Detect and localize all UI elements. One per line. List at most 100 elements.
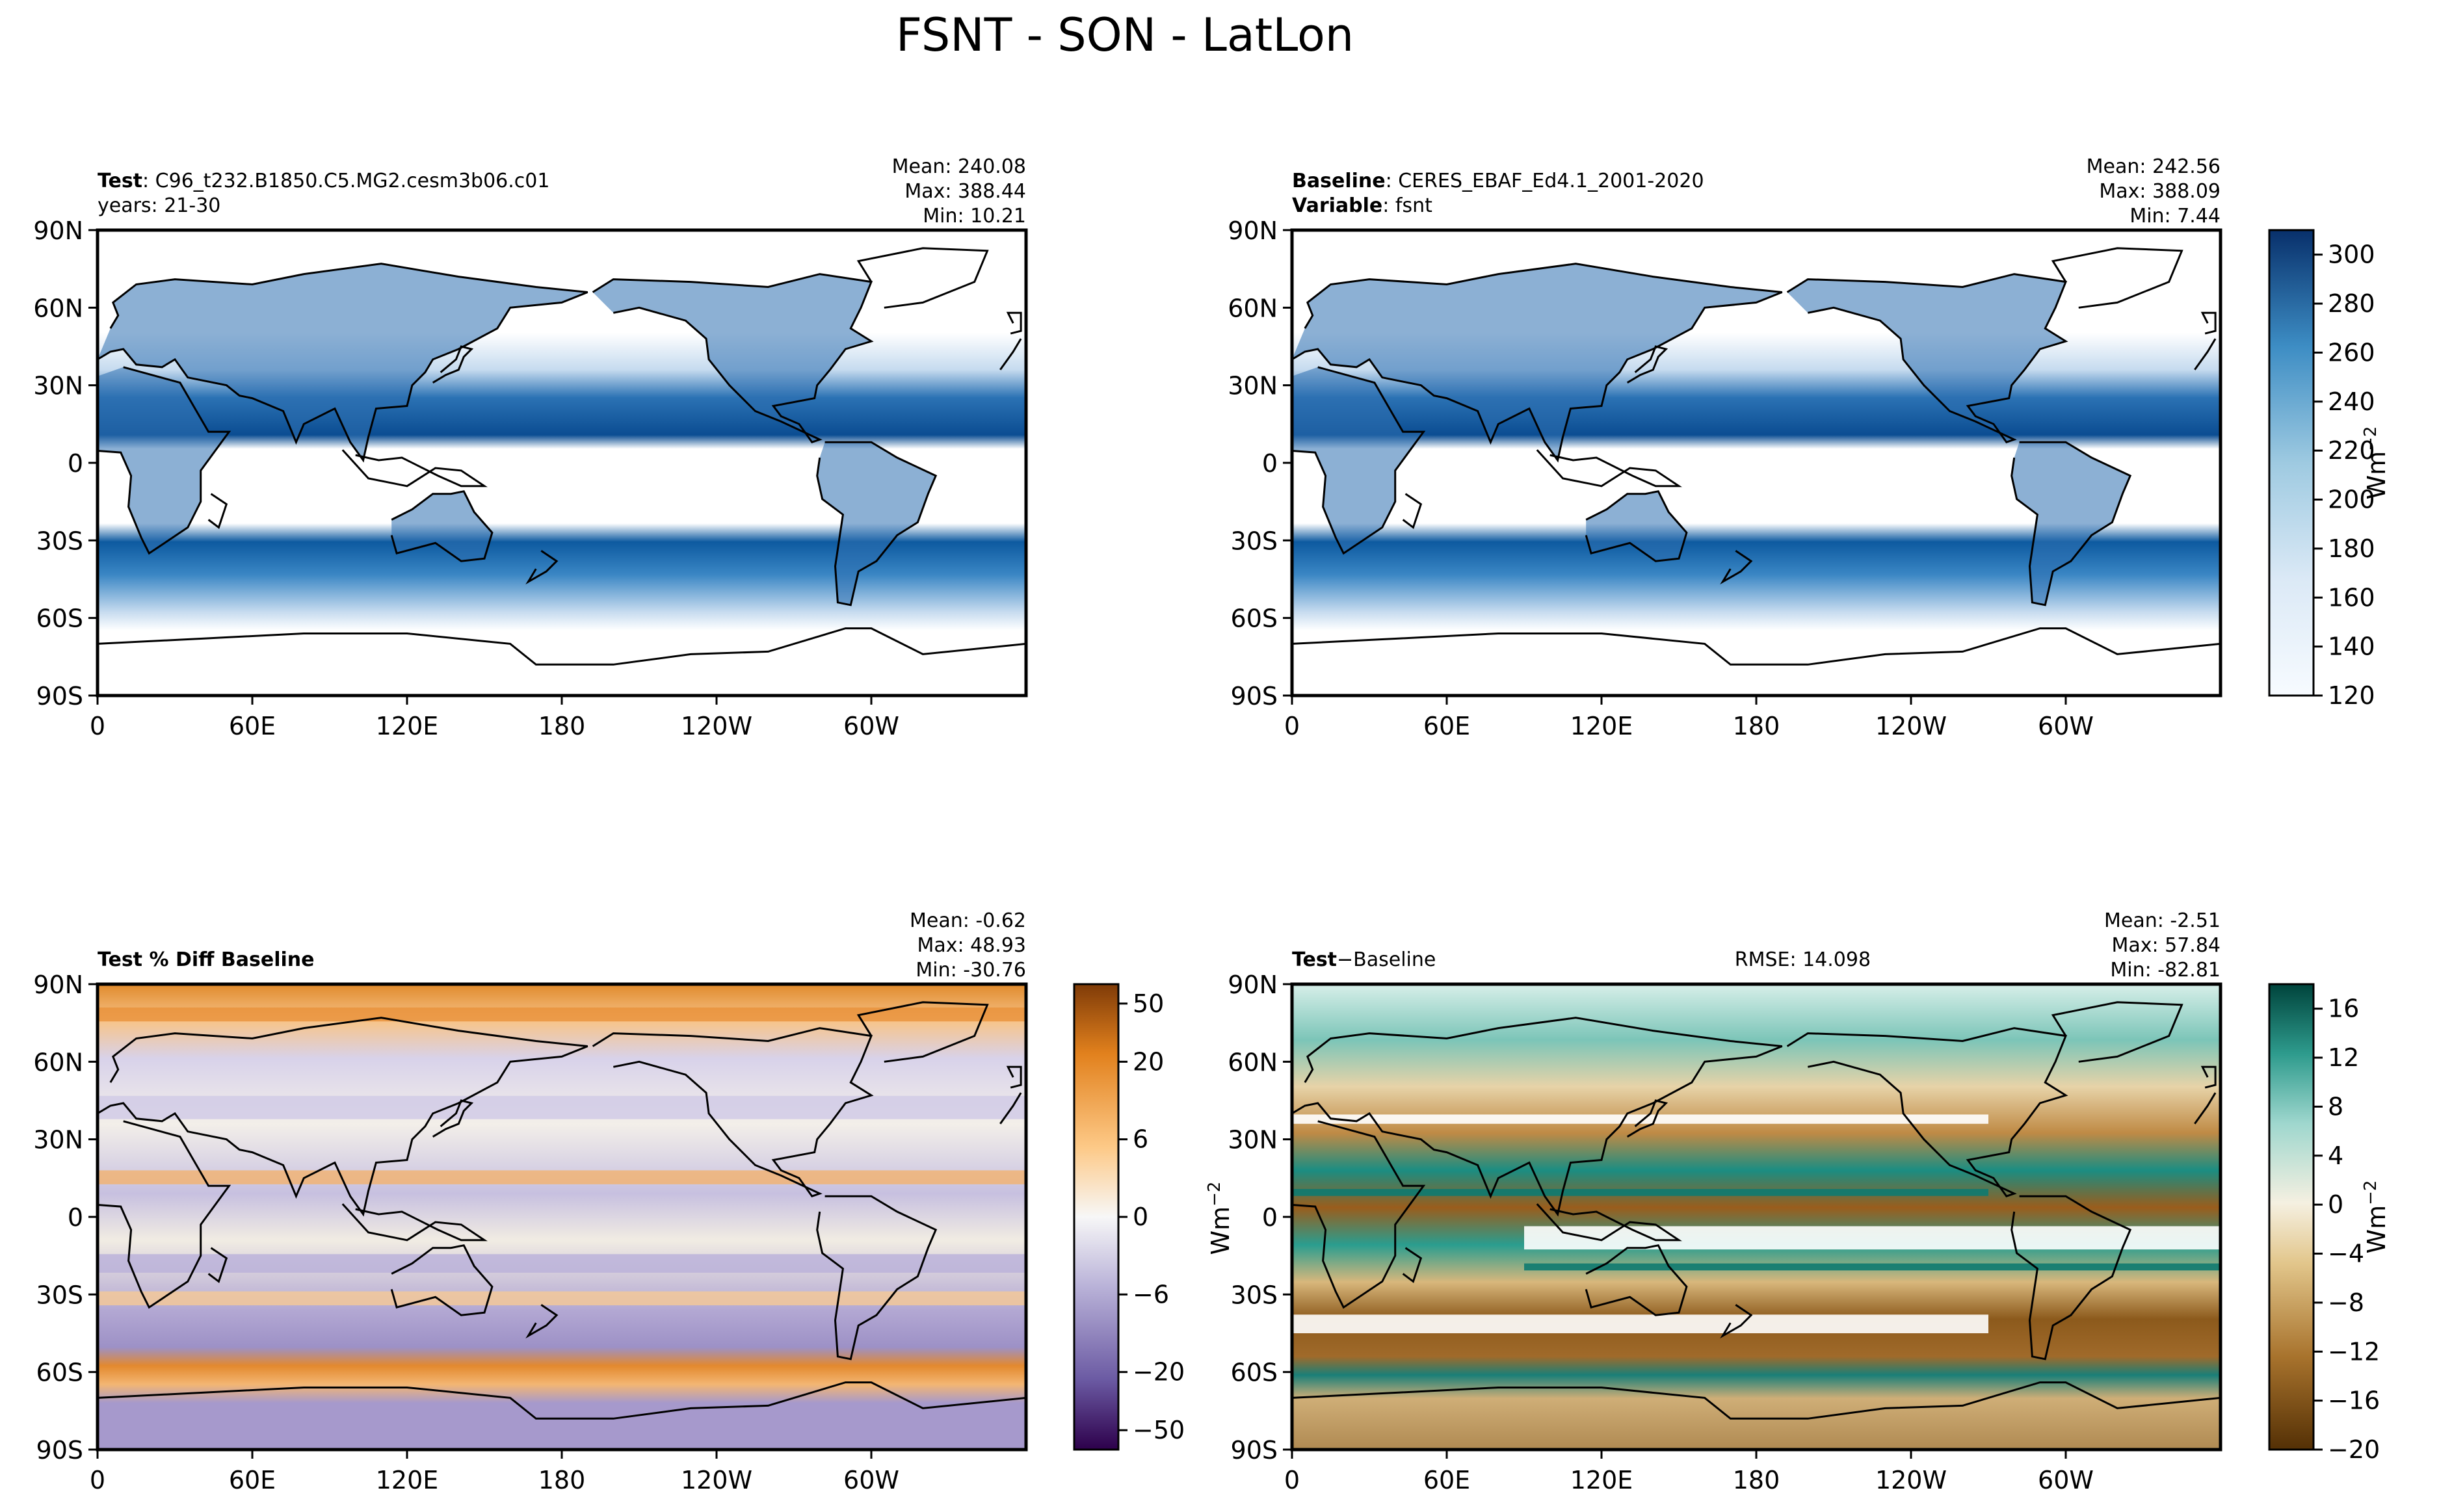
left-title-bold: Test bbox=[98, 170, 142, 192]
coastline bbox=[2051, 1001, 2183, 1063]
coastline bbox=[390, 490, 494, 562]
unit-base: Wm bbox=[1206, 1206, 1235, 1255]
coastline bbox=[1402, 493, 1423, 529]
y-tick-label: 60S bbox=[36, 605, 83, 633]
x-tick-label: 60W bbox=[843, 1466, 899, 1494]
stat-line: Mean: -0.62 bbox=[910, 909, 1026, 932]
coastline bbox=[98, 366, 231, 555]
left-subtitle: years: 21-30 bbox=[98, 194, 220, 217]
x-tick-label: 180 bbox=[538, 712, 586, 740]
colorbar-tick-label: 4 bbox=[2328, 1141, 2343, 1170]
coastline bbox=[856, 247, 989, 309]
x-tick-label: 60W bbox=[2038, 1466, 2094, 1494]
coastline bbox=[2011, 441, 2132, 606]
coastline bbox=[98, 1017, 1022, 1217]
y-tick-label: 30N bbox=[1228, 1126, 1278, 1154]
left-title-rest: : C96_t232.B1850.C5.MG2.cesm3b06.c01 bbox=[142, 170, 549, 192]
y-tick-label: 90N bbox=[1228, 971, 1278, 999]
colorbar-tick-label: 260 bbox=[2328, 338, 2375, 367]
y-tick-label: 90N bbox=[33, 216, 83, 245]
coastline bbox=[1292, 1017, 2217, 1217]
colorbar-unit: Wm−2 bbox=[2361, 1180, 2391, 1254]
coastline bbox=[98, 627, 1026, 696]
coastline bbox=[2200, 1065, 2217, 1089]
x-tick-label: 180 bbox=[1733, 1466, 1780, 1494]
stat-line: Mean: 240.08 bbox=[892, 155, 1026, 178]
left-title-bold: Test bbox=[1292, 948, 1337, 971]
colorbar-tick-label: 20 bbox=[1133, 1047, 1164, 1076]
x-tick-label: 120W bbox=[1875, 1466, 1947, 1494]
y-tick-label: 60S bbox=[1231, 1359, 1278, 1387]
coastline bbox=[816, 1195, 938, 1361]
unit-base: Wm bbox=[2362, 451, 2391, 500]
y-tick-label: 60N bbox=[1228, 294, 1278, 322]
stat-line: Max: 57.84 bbox=[2111, 934, 2221, 957]
colorbar-tick-label: 140 bbox=[2328, 632, 2375, 661]
figure-title: FSNT - SON - LatLon bbox=[896, 8, 1354, 62]
left-subtitle-rest: : fsnt bbox=[1382, 194, 1432, 217]
y-tick-label: 60N bbox=[1228, 1048, 1278, 1076]
coastline bbox=[390, 1244, 494, 1316]
coastline bbox=[98, 263, 1022, 463]
left-subtitle-bold: Variable bbox=[1292, 194, 1382, 217]
center-title: RMSE: 14.098 bbox=[1735, 948, 1871, 971]
y-tick-label: 30S bbox=[1231, 1281, 1278, 1309]
field-band bbox=[1292, 1189, 1988, 1196]
x-tick-label: 120W bbox=[681, 1466, 752, 1494]
coastline bbox=[98, 1120, 231, 1309]
x-tick-label: 60W bbox=[843, 712, 899, 740]
coastline bbox=[1720, 549, 1753, 585]
field-band bbox=[1292, 1114, 1988, 1124]
coastline bbox=[207, 493, 228, 529]
colorbar-fill bbox=[2268, 229, 2315, 697]
y-tick-label: 60S bbox=[36, 1359, 83, 1387]
coastline bbox=[816, 441, 938, 606]
coastline bbox=[525, 549, 559, 585]
coastline bbox=[2051, 247, 2183, 309]
left-subtitle: Variable: fsnt bbox=[1292, 194, 1432, 217]
y-tick-label: 0 bbox=[1262, 449, 1278, 478]
coastline bbox=[207, 1247, 228, 1283]
colorbar-tick-label: −20 bbox=[1133, 1358, 1185, 1387]
shaded-field bbox=[1292, 984, 2221, 1450]
x-tick-label: 0 bbox=[90, 1466, 105, 1494]
left-title: Test % Diff Baseline bbox=[98, 948, 315, 971]
stat-line: Max: 48.93 bbox=[917, 934, 1026, 957]
coastline bbox=[1006, 1065, 1022, 1089]
coastline bbox=[432, 345, 474, 384]
y-tick-label: 30S bbox=[36, 1281, 83, 1309]
y-tick-label: 30S bbox=[1231, 527, 1278, 555]
percent-diff-unit-label: Wm−2 bbox=[1205, 1182, 1235, 1255]
colorbar-tick-label: 120 bbox=[2328, 681, 2375, 710]
map-panel-baseline: 0 60E 120E 180 120W 60W 90N 60N 30N 0 30S 60S 90S Mea… bbox=[1228, 155, 2391, 740]
colorbar-tick-label: 0 bbox=[1133, 1203, 1148, 1231]
x-tick-label: 120E bbox=[376, 712, 439, 740]
coastline bbox=[1720, 1303, 1753, 1339]
colorbar-tick-label: −4 bbox=[2328, 1240, 2364, 1268]
unit-superscript: −2 bbox=[2361, 1180, 2380, 1205]
stat-line: Max: 388.44 bbox=[904, 180, 1026, 203]
coastline bbox=[1402, 1247, 1423, 1283]
coastline bbox=[1292, 1381, 2221, 1450]
field-test bbox=[98, 230, 1026, 696]
map-panel-difference: 0 60E 120E 180 120W 60W 90N 60N 30N 0 30S 60S 90S Mea… bbox=[1228, 909, 2391, 1494]
field-band bbox=[1524, 1263, 2221, 1271]
y-tick-label: 60N bbox=[33, 294, 83, 322]
coastline bbox=[1536, 449, 1682, 488]
x-tick-label: 0 bbox=[90, 712, 105, 740]
colorbar: 16 12 8 4 0 −4 −8 −12 −16 −20 Wm−2 bbox=[2268, 983, 2391, 1464]
colorbar-tick-label: −12 bbox=[2328, 1337, 2380, 1366]
colorbar-tick-label: 300 bbox=[2328, 241, 2375, 269]
x-tick-label: 120E bbox=[376, 1466, 439, 1494]
y-tick-label: 30N bbox=[33, 372, 83, 400]
colorbar-tick-label: 200 bbox=[2328, 486, 2375, 514]
stat-line: Min: 10.21 bbox=[923, 205, 1026, 228]
x-tick-label: 60E bbox=[229, 712, 276, 740]
y-tick-label: 30N bbox=[1228, 372, 1278, 400]
colorbar-tick-label: −20 bbox=[2328, 1435, 2380, 1464]
colorbar-tick-label: −50 bbox=[1133, 1416, 1185, 1444]
coastline bbox=[1786, 1027, 2068, 1197]
y-tick-label: 30S bbox=[36, 527, 83, 555]
coastline bbox=[341, 449, 488, 488]
colorbar-tick-label: 12 bbox=[2328, 1043, 2359, 1072]
